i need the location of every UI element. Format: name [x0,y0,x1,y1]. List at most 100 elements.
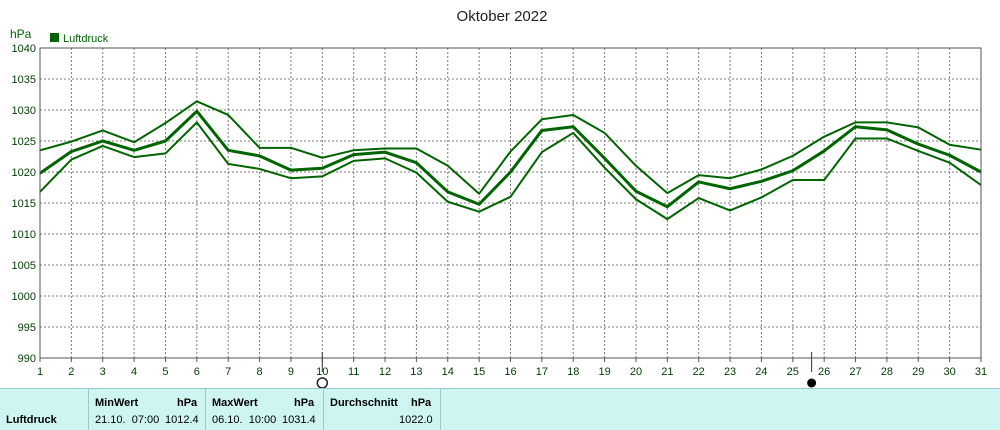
legend-swatch [50,33,59,42]
data-point-max [70,141,72,143]
avg-label: Durchschnitt [330,397,398,409]
data-point-max [917,126,919,128]
data-point-min [353,160,355,162]
y-tick-label: 1025 [12,136,36,148]
data-point-min [729,209,731,212]
data-point-mean [886,129,888,131]
data-point-max [886,121,888,123]
min-value: 1012.4 [165,414,199,426]
data-point-min [917,150,919,152]
data-point-max [509,150,512,153]
min-label: MinWert [95,397,139,409]
y-tick-label: 990 [18,353,36,365]
data-point-mean [164,140,167,142]
data-point-mean [133,149,135,151]
y-tick-label: 1020 [12,167,36,179]
data-point-mean [478,203,480,205]
data-point-max [384,147,386,150]
data-point-mean [353,154,355,156]
data-point-max [415,147,417,150]
data-point-min [321,175,323,177]
data-point-min [384,157,386,159]
x-tick-label: 12 [379,366,391,378]
data-point-min [102,145,104,147]
data-point-mean [196,110,198,112]
max-value: 1031.4 [282,414,316,426]
data-point-max [353,149,355,151]
x-tick-label: 3 [100,366,106,378]
y-tick-label: 995 [18,322,36,334]
min-unit: hPa [177,397,198,409]
data-point-max [164,122,167,124]
x-tick-label: 16 [504,366,516,378]
x-tick-label: 6 [194,366,200,378]
data-point-max [196,100,198,102]
x-tick-label: 4 [131,366,137,378]
x-tick-label: 9 [288,366,294,378]
avg-unit: hPa [411,397,432,409]
x-tick-label: 27 [849,366,861,378]
data-point-mean [760,180,763,182]
data-point-max [321,157,323,159]
x-tick-label: 22 [693,366,705,378]
data-point-min [886,137,888,140]
data-point-mean [102,140,104,142]
avg-value: 1022.0 [399,414,433,426]
data-point-max [572,114,574,116]
data-point-max [792,155,794,157]
x-tick-label: 26 [818,366,830,378]
plot-frame [39,47,982,359]
data-point-max [854,121,857,123]
data-point-mean [729,188,731,190]
data-point-min [70,159,72,161]
data-point-max [478,193,480,195]
x-tick-label: 2 [68,366,74,378]
x-tick-label: 31 [975,366,987,378]
data-point-min [823,179,825,181]
y-axis-label: hPa [10,27,32,41]
tick-layer: 990 995 1000 1005 1010 1015 1020 1025 1030 1035 10… [12,43,987,388]
data-point-min [164,152,167,154]
data-point-min [541,151,543,153]
x-tick-label: 30 [944,366,956,378]
data-point-max [227,114,229,116]
x-tick-label: 15 [473,366,485,378]
data-point-max [290,147,292,149]
avg-cell: Durchschnitt hPa 1022.0 [324,389,441,430]
y-tick-label: 1040 [12,43,36,55]
legend-label: Luftdruck [63,33,109,45]
x-tick-label: 8 [257,366,263,378]
data-point-min [258,168,261,170]
data-point-mean [854,126,857,128]
x-tick-label: 19 [598,366,610,378]
data-point-max [698,174,700,176]
data-point-min [792,179,794,181]
min-cell: MinWert hPa 21.10. 07:00 1012.4 [89,389,206,430]
data-point-max [729,177,731,179]
data-point-mean [698,181,700,183]
data-point-min [196,121,198,123]
min-time: 21.10. 07:00 [95,414,160,426]
data-point-mean [447,191,449,193]
data-point-max [102,129,104,132]
x-tick-label: 28 [881,366,893,378]
data-point-min [760,196,763,199]
data-point-mean [290,169,292,171]
y-tick-label: 1035 [12,74,36,86]
x-tick-label: 17 [536,366,548,378]
data-point-max [635,165,637,167]
data-point-mean [321,167,323,169]
data-point-mean [70,150,72,153]
series-line-max [39,100,982,195]
x-tick-label: 21 [661,366,673,378]
data-point-max [447,165,449,167]
summary-row-label: Luftdruck [6,414,57,426]
data-point-mean [258,155,261,157]
data-point-max [760,168,763,171]
data-point-mean [917,143,919,145]
x-tick-label: 11 [348,366,359,378]
new-moon-icon [807,378,817,388]
x-tick-label: 18 [567,366,579,378]
pressure-chart: Oktober 2022 hPa Luftdruck 990 995 1000 100… [10,8,987,388]
data-point-max [258,147,261,149]
